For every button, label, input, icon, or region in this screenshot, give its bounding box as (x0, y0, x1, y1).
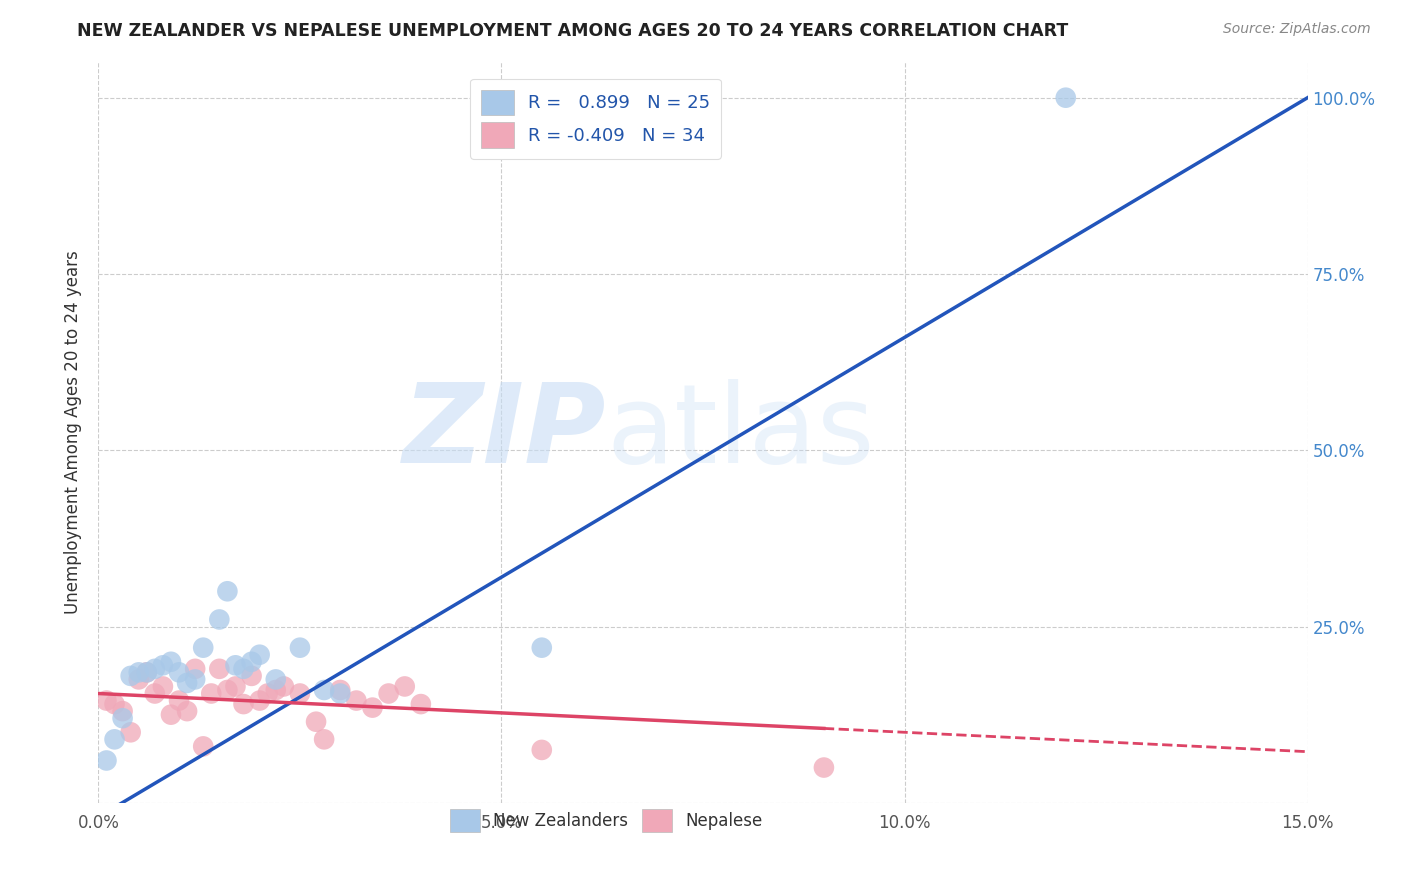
Point (288, 640, 311, 655)
Point (813, 760, 835, 774)
Point (120, 669, 142, 683)
Point (193, 640, 215, 655)
Text: atlas: atlas (606, 379, 875, 486)
Point (167, 693, 190, 707)
Point (256, 686, 278, 700)
Text: NEW ZEALANDER VS NEPALESE UNEMPLOYMENT AMONG AGES 20 TO 24 YEARS CORRELATION CHA: NEW ZEALANDER VS NEPALESE UNEMPLOYMENT A… (77, 22, 1069, 40)
Point (361, 700, 384, 714)
Point (1054, 91, 1077, 105)
Point (314, 732, 336, 747)
Point (184, 673, 207, 687)
Point (208, 662, 231, 676)
Point (329, 686, 352, 700)
Point (103, 732, 125, 747)
Point (103, 697, 125, 711)
Point (96, 754, 118, 768)
Text: ZIP: ZIP (402, 379, 606, 486)
Point (329, 683, 352, 698)
Point (232, 697, 254, 711)
Point (224, 658, 246, 673)
Point (176, 676, 198, 690)
Point (167, 665, 190, 680)
Point (377, 686, 399, 700)
Point (217, 584, 239, 599)
Point (264, 673, 287, 687)
Point (240, 655, 263, 669)
Point (530, 743, 553, 757)
Point (176, 704, 198, 718)
Point (160, 707, 183, 722)
Point (111, 704, 134, 718)
Point (394, 680, 416, 694)
Legend: New Zealanders, Nepalese: New Zealanders, Nepalese (443, 802, 769, 838)
Point (96, 693, 118, 707)
Point (240, 669, 263, 683)
Point (305, 714, 328, 729)
Point (530, 640, 553, 655)
Point (200, 686, 222, 700)
Point (409, 697, 432, 711)
Point (143, 686, 166, 700)
Point (120, 725, 142, 739)
Point (111, 711, 134, 725)
Point (288, 686, 311, 700)
Point (128, 673, 150, 687)
Text: Source: ZipAtlas.com: Source: ZipAtlas.com (1223, 22, 1371, 37)
Point (160, 655, 183, 669)
Point (224, 680, 246, 694)
Point (344, 693, 367, 707)
Point (184, 662, 207, 676)
Point (232, 662, 254, 676)
Point (128, 665, 150, 680)
Point (249, 693, 271, 707)
Point (193, 739, 215, 754)
Point (273, 680, 295, 694)
Point (135, 665, 157, 680)
Point (143, 662, 166, 676)
Y-axis label: Unemployment Among Ages 20 to 24 years: Unemployment Among Ages 20 to 24 years (65, 251, 83, 615)
Point (135, 665, 157, 680)
Point (314, 683, 336, 698)
Point (152, 680, 174, 694)
Point (208, 612, 231, 626)
Point (264, 683, 287, 698)
Point (152, 658, 174, 673)
Point (217, 683, 239, 698)
Point (249, 648, 271, 662)
